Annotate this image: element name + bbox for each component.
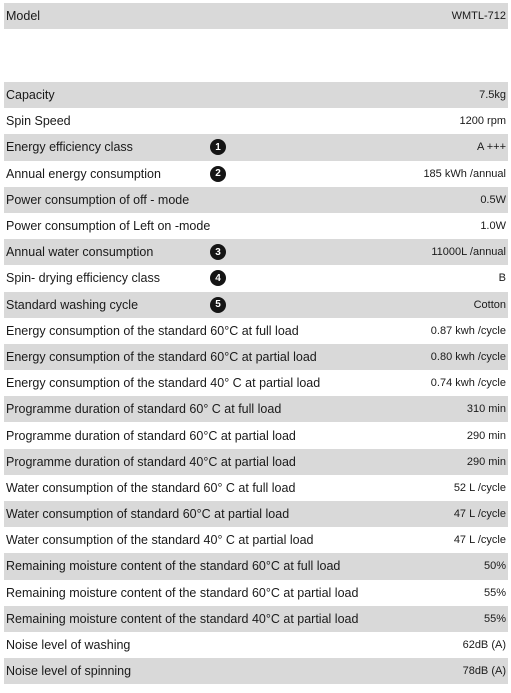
spec-row: Water consumption of standard 60°C at pa… (4, 501, 508, 528)
model-label: Model (6, 9, 41, 23)
spec-label: Standard washing cycle (6, 297, 139, 312)
spec-value: 0.74 kwh /cycle (430, 377, 506, 390)
footnote-number-badge: 4 (210, 270, 226, 287)
spec-value: 78dB (A) (462, 665, 506, 678)
spec-value: A +++ (476, 141, 506, 154)
footnote-number-badge: 1 (210, 139, 226, 156)
spec-value: 7.5kg (479, 89, 506, 102)
spec-row: Capacity 7.5kg (4, 82, 508, 109)
spec-label: Remaining moisture content of the standa… (6, 559, 341, 574)
spec-label: Power consumption of off - mode (6, 192, 190, 207)
spec-row: Spin Speed 1200 rpm (4, 108, 508, 134)
spec-label: Noise level of washing (6, 638, 131, 653)
spec-label: Annual water consumption (6, 245, 154, 260)
spec-row: Standard washing cycle 5 Cotton (4, 291, 508, 318)
spec-label: Remaining moisture content of the standa… (6, 585, 359, 600)
spec-row: Programme duration of standard 40°C at p… (4, 448, 508, 475)
spec-value: 55% (483, 586, 506, 599)
spec-label: Capacity (6, 88, 55, 103)
spec-row: Noise level of washing 62dB (A) (4, 632, 508, 658)
spec-label: Water consumption of standard 60°C at pa… (6, 507, 290, 522)
spec-row: Noise level of spinning 78dB (A) (4, 658, 508, 685)
spec-value: 0.87 kwh /cycle (430, 324, 506, 337)
spec-value: 290 min (466, 455, 506, 468)
spec-value: 1.0W (480, 220, 506, 233)
spec-row: Power consumption of off - mode 0.5W (4, 186, 508, 213)
spec-row: Energy consumption of the standard 60°C … (4, 318, 508, 344)
spec-row: Remaining moisture content of the standa… (4, 580, 508, 606)
spec-value: 52 L /cycle (453, 481, 506, 494)
spec-value: 47 L /cycle (453, 508, 506, 521)
spec-table: Capacity 7.5kg Spin Speed 1200 rpm Energy ef… (4, 82, 508, 685)
spec-label: Noise level of spinning (6, 664, 132, 679)
spec-label: Energy consumption of the standard 40° C… (6, 376, 321, 391)
spec-value: 62dB (A) (462, 639, 506, 652)
spec-label: Water consumption of the standard 60° C … (6, 480, 296, 495)
footnote-number-badge: 2 (210, 165, 226, 182)
spec-label: Programme duration of standard 40°C at p… (6, 454, 296, 469)
spec-row: Annual water consumption 3 11000L /annual (4, 239, 508, 266)
spec-row: Energy consumption of the standard 40° C… (4, 370, 508, 396)
spec-row: Energy consumption of the standard 60°C … (4, 343, 508, 371)
spec-row: Remaining moisture content of the standa… (4, 605, 508, 632)
spec-label: Energy consumption of the standard 60°C … (6, 349, 317, 364)
spec-value: 0.80 kwh /cycle (430, 350, 506, 363)
spec-row: Power consumption of Left on -mode 1.0W (4, 213, 508, 239)
spec-label: Spin- drying efficiency class (6, 271, 161, 286)
spec-label: Remaining moisture content of the standa… (6, 611, 359, 626)
spec-label: Spin Speed (6, 114, 71, 129)
spec-value: B (498, 272, 506, 285)
spec-label: Energy consumption of the standard 60°C … (6, 323, 299, 338)
spec-row: Water consumption of the standard 40° C … (4, 527, 508, 553)
spec-value: 50% (483, 560, 506, 573)
spec-value: 11000L /annual (431, 246, 506, 259)
spec-row: Energy efficiency class 1 A +++ (4, 134, 508, 161)
spec-value: 47 L /cycle (453, 534, 506, 547)
spec-row: Spin- drying efficiency class 4 B (4, 265, 508, 291)
spec-value: 0.5W (480, 193, 506, 206)
spec-row: Remaining moisture content of the standa… (4, 553, 508, 580)
spec-value: 290 min (466, 429, 506, 442)
footnote-number-badge: 3 (210, 244, 226, 261)
spec-label: Power consumption of Left on -mode (6, 219, 211, 234)
spec-label: Annual energy consumption (6, 166, 161, 181)
model-row: Model WMTL-712 (4, 3, 508, 29)
spec-label: Energy efficiency class (6, 140, 133, 155)
spec-value: Cotton (473, 298, 506, 311)
spec-label: Programme duration of standard 60°C at p… (6, 428, 296, 443)
spec-row: Programme duration of standard 60°C at p… (4, 422, 508, 448)
footnote-number-badge: 5 (210, 296, 226, 313)
spec-value: 310 min (466, 403, 506, 416)
spec-row: Programme duration of standard 60° C at … (4, 396, 508, 423)
model-value: WMTL-712 (451, 10, 506, 22)
spec-value: 185 kWh /annual (423, 167, 506, 180)
spec-row: Water consumption of the standard 60° C … (4, 475, 508, 501)
spec-value: 1200 rpm (459, 115, 506, 128)
spec-label: Water consumption of the standard 40° C … (6, 533, 314, 548)
spec-row: Annual energy consumption 2 185 kWh /annua… (4, 161, 508, 187)
spec-label: Programme duration of standard 60° C at … (6, 402, 282, 417)
spec-value: 55% (483, 612, 506, 625)
